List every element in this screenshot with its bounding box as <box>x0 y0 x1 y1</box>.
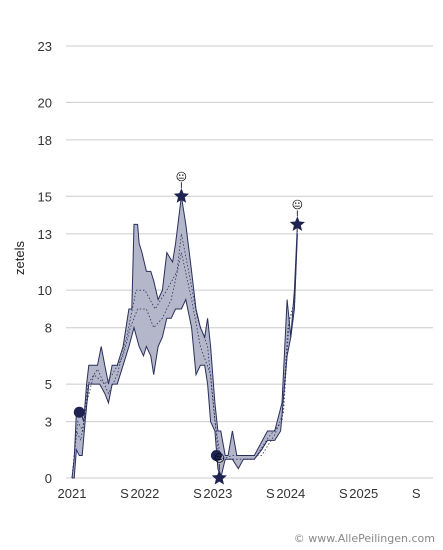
x-tick-label: S <box>266 486 275 501</box>
x-tick-label: 2024 <box>276 486 305 501</box>
x-tick-label: 2025 <box>349 486 378 501</box>
inner-trend-line <box>71 230 298 479</box>
range-band <box>72 196 298 479</box>
marker-layer: 😐 😐 😐 <box>73 171 305 485</box>
star-marker <box>289 216 305 231</box>
inner-trend-line <box>71 233 298 479</box>
y-tick-labels: 0 3 5 8 10 13 15 18 20 23 <box>38 39 52 486</box>
x-tick-labels: 2021 S 2022 S 2023 S 2024 S 2025 S <box>58 486 421 501</box>
x-tick-label: S <box>120 486 129 501</box>
star-marker <box>211 470 227 485</box>
x-tick-label: S <box>193 486 202 501</box>
y-tick-label: 5 <box>45 377 52 392</box>
credit-text: © www.AllePeilingen.com <box>293 532 435 545</box>
y-tick-label: 18 <box>38 133 52 148</box>
circle-marker <box>210 449 222 461</box>
y-tick-label: 20 <box>38 95 52 110</box>
marker-emoji: 😐 <box>214 453 225 465</box>
x-tick-label: 2021 <box>58 486 87 501</box>
marker-emoji: 😐 <box>176 171 187 183</box>
star-marker <box>173 188 189 203</box>
y-tick-label: 0 <box>45 471 52 486</box>
x-tick-label: 2023 <box>203 486 232 501</box>
y-tick-label: 23 <box>38 39 52 54</box>
band-lower-line <box>72 233 298 480</box>
x-tick-label: S <box>412 486 421 501</box>
marker-emoji: 😐 <box>292 199 303 211</box>
gridlines <box>66 45 433 479</box>
y-tick-label: 3 <box>45 415 52 430</box>
y-tick-label: 13 <box>38 227 52 242</box>
y-tick-label: 10 <box>38 283 52 298</box>
x-tick-label: S <box>339 486 348 501</box>
circle-marker <box>73 406 85 418</box>
series-layer <box>71 196 298 480</box>
y-tick-label: 15 <box>38 189 52 204</box>
y-axis-label: zetels <box>12 241 27 275</box>
x-tick-label: 2022 <box>130 486 159 501</box>
y-tick-label: 8 <box>45 321 52 336</box>
